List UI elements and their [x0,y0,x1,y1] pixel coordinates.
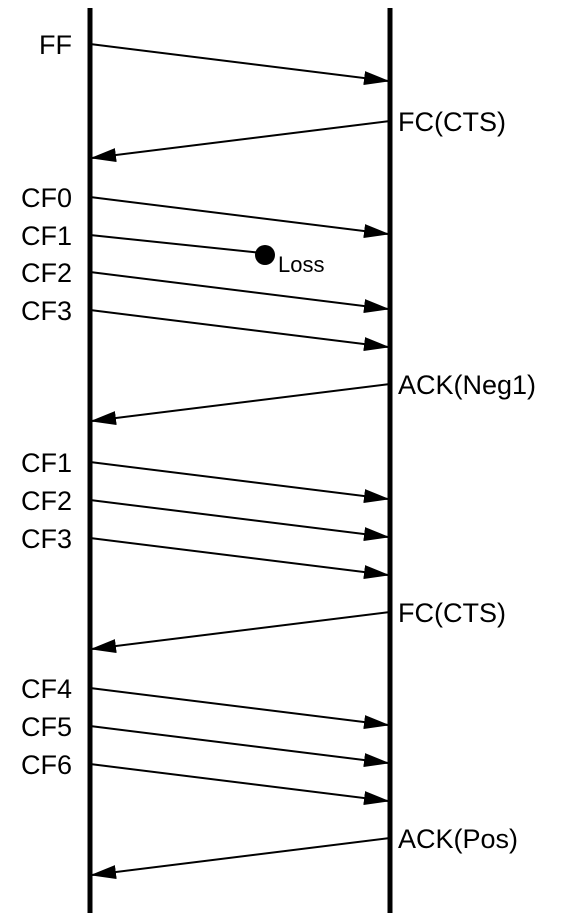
message-arrow [90,120,391,162]
message-arrow [89,271,390,313]
message-label: CF3 [21,524,72,554]
loss-label: Loss [278,252,324,277]
message-label: CF6 [21,750,72,780]
message-9: CF2 [21,486,390,541]
message-arrow [89,461,390,503]
message-11: FC(CTS) [90,598,506,653]
message-4: Loss CF1 [21,221,325,277]
message-arrow [90,383,391,425]
message-15: ACK(Pos) [90,824,518,879]
message-arrow [89,196,390,238]
message-2: FC(CTS) [90,107,506,162]
message-label: CF4 [21,674,72,704]
message-7: ACK(Neg1) [90,370,536,425]
message-arrow [89,537,390,579]
message-label: FF [39,30,72,60]
message-arrow [89,763,390,805]
message-label: CF1 [21,221,72,251]
message-label: CF0 [21,183,72,213]
message-label: CF1 [21,448,72,478]
message-label: CF2 [21,258,72,288]
message-13: CF5 [21,712,390,767]
loss-marker [255,245,275,265]
messages-group: FF FC(CTS) CF0 Loss CF1 CF2 CF3 ACK(Neg1) CF1 CF2… [21,30,536,879]
message-1: FF [39,30,390,85]
message-label: CF3 [21,296,72,326]
message-6: CF3 [21,296,390,351]
message-label: CF5 [21,712,72,742]
message-label: ACK(Neg1) [398,370,536,400]
message-arrow [89,725,390,767]
message-arrow [89,309,390,351]
lost-message-line [89,234,265,255]
message-arrow [89,499,390,541]
message-14: CF6 [21,750,390,805]
message-arrow [90,611,391,653]
message-8: CF1 [21,448,390,503]
message-label: CF2 [21,486,72,516]
message-arrow [89,687,390,729]
message-label: FC(CTS) [398,107,506,137]
message-5: CF2 [21,258,390,313]
message-arrow [90,837,391,879]
message-10: CF3 [21,524,390,579]
message-3: CF0 [21,183,390,238]
message-arrow [89,43,390,85]
message-label: ACK(Pos) [398,824,518,854]
message-label: FC(CTS) [398,598,506,628]
message-12: CF4 [21,674,390,729]
